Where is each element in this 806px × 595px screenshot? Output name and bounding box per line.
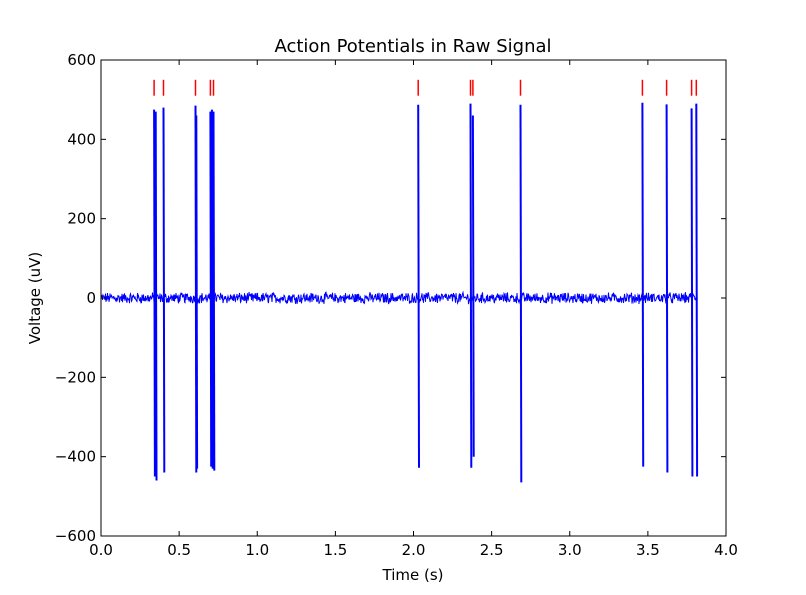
signal-trace — [101, 290, 698, 305]
y-tick-label-0: 600 — [67, 51, 96, 69]
spike-2 — [162, 107, 166, 473]
spike-11 — [519, 104, 523, 483]
spike-6 — [210, 109, 214, 469]
spike-12 — [641, 102, 645, 467]
x-tick-label-0: 0.0 — [89, 541, 113, 559]
y-axis-label: Voltage (uV) — [26, 252, 44, 345]
spike-13 — [665, 104, 669, 473]
chart-title: Action Potentials in Raw Signal — [274, 36, 551, 57]
x-tick-label-6: 3.0 — [558, 541, 582, 559]
spike-15 — [695, 103, 699, 477]
axis-ticks: 0.0 0.5 1.0 1.5 2.0 2.5 3.0 3.5 4.0 600 400 200 0 −20… — [55, 51, 738, 559]
y-tick-label-4: −200 — [55, 368, 96, 386]
x-tick-label-5: 2.5 — [480, 541, 504, 559]
y-tick-label-5: −400 — [55, 448, 96, 466]
y-tick-label-3: 0 — [86, 289, 96, 307]
spike-1 — [154, 111, 158, 481]
plot-content — [101, 79, 699, 483]
plot-area — [101, 79, 699, 483]
x-axis-label: Time (s) — [382, 566, 444, 584]
y-tick-label-6: −600 — [55, 527, 96, 545]
spike-5 — [209, 111, 213, 467]
y-tick-label-1: 400 — [67, 130, 96, 148]
spike-9 — [469, 103, 473, 468]
x-tick-label-4: 2.0 — [402, 541, 426, 559]
x-tick-label-2: 1.0 — [245, 541, 269, 559]
spike-14 — [690, 108, 694, 477]
spike-7 — [212, 111, 216, 471]
x-tick-label-1: 0.5 — [167, 541, 191, 559]
spike-10 — [471, 115, 475, 457]
x-tick-label-7: 3.5 — [636, 541, 660, 559]
spike-4 — [195, 115, 199, 469]
x-tick-label-8: 4.0 — [714, 541, 738, 559]
y-tick-label-2: 200 — [67, 210, 96, 228]
spike-8 — [417, 104, 420, 468]
spike-0 — [153, 109, 156, 477]
x-tick-label-3: 1.5 — [323, 541, 347, 559]
axes-frame — [100, 59, 727, 537]
